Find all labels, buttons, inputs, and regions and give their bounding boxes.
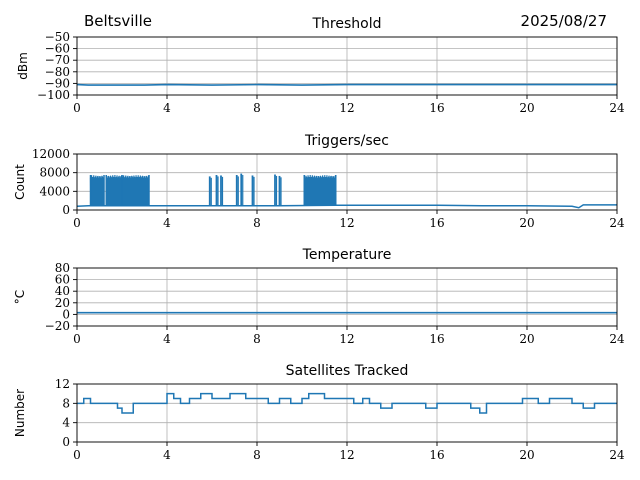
x-tick-label: 20	[519, 332, 534, 346]
y-axis-label: dBm	[16, 52, 30, 80]
x-tick-label: 4	[163, 101, 171, 115]
y-tick-label: 80	[55, 261, 70, 275]
x-tick-label: 0	[73, 216, 81, 230]
x-tick-label: 8	[253, 216, 261, 230]
y-axis-label: Count	[13, 164, 27, 200]
y-tick-label: 40	[55, 284, 70, 298]
x-tick-label: 24	[609, 216, 625, 230]
x-tick-label: 20	[519, 101, 534, 115]
x-tick-label: 12	[339, 448, 354, 462]
burst-4	[303, 174, 337, 206]
chart-title: Threshold	[312, 16, 382, 32]
y-axis-label: Number	[13, 389, 27, 437]
y-axis-label: °C	[13, 290, 27, 304]
y-tick-label: 0	[62, 435, 70, 449]
x-tick-label: 16	[429, 216, 444, 230]
y-tick-label: −90	[45, 76, 70, 90]
x-tick-label: 16	[429, 332, 444, 346]
x-tick-label: 0	[73, 332, 81, 346]
y-tick-label: −60	[45, 42, 70, 56]
y-tick-label: 8000	[39, 166, 70, 180]
y-tick-label: 0	[62, 203, 70, 217]
burst-1	[89, 175, 105, 206]
chart-title: Triggers/sec	[304, 133, 389, 149]
x-tick-label: 8	[253, 332, 261, 346]
y-tick-label: −100	[37, 88, 70, 102]
series-line	[77, 204, 617, 209]
x-tick-label: 12	[339, 332, 354, 346]
y-tick-label: 4000	[39, 184, 70, 198]
x-tick-label: 24	[609, 448, 625, 462]
series-group	[77, 392, 617, 414]
x-tick-label: 16	[429, 101, 444, 115]
x-tick-label: 12	[339, 101, 354, 115]
series-line	[77, 392, 617, 414]
x-tick-label: 12	[339, 216, 354, 230]
series-group	[77, 173, 617, 209]
x-tick-label: 4	[163, 332, 171, 346]
chart-title: Satellites Tracked	[286, 363, 409, 379]
x-tick-label: 24	[609, 332, 625, 346]
y-tick-label: 12000	[32, 147, 70, 161]
burst-3	[121, 175, 150, 206]
x-tick-label: 4	[163, 448, 171, 462]
y-tick-label: −80	[45, 65, 70, 79]
station-name: Beltsville	[84, 12, 152, 30]
y-tick-label: −70	[45, 53, 70, 67]
x-tick-label: 20	[519, 448, 534, 462]
x-tick-label: 16	[429, 448, 444, 462]
x-tick-label: 8	[253, 448, 261, 462]
chart-panel-1: 0 4 8 12 16 20 24 −100−90−80−70−60−50 Threshold d…	[16, 16, 625, 115]
chart-panel-4: 0 4 8 12 16 20 24 0 4 8 12 Satellites Tracked Number	[13, 363, 625, 462]
chart-panel-2: 0 4 8 12 16 20 24 0 4000 8000 12000 Triggers/sec Cou…	[13, 133, 625, 230]
burst-2	[105, 174, 123, 206]
series-line	[77, 83, 617, 86]
y-tick-label: −50	[45, 30, 70, 44]
y-tick-label: 4	[62, 416, 70, 430]
x-tick-label: 0	[73, 448, 81, 462]
report-date: 2025/08/27	[520, 12, 607, 30]
y-tick-label: 12	[55, 377, 70, 391]
y-tick-label: 8	[62, 396, 70, 410]
chart-title: Temperature	[302, 247, 392, 263]
x-tick-label: 24	[609, 101, 625, 115]
x-tick-label: 8	[253, 101, 261, 115]
y-tick-label: 60	[55, 273, 70, 287]
y-tick-label: −20	[45, 319, 70, 333]
x-tick-label: 20	[519, 216, 534, 230]
x-tick-label: 0	[73, 101, 81, 115]
series-group	[77, 83, 617, 86]
x-tick-label: 4	[163, 216, 171, 230]
y-tick-label: 20	[55, 296, 70, 310]
y-tick-label: 0	[62, 307, 70, 321]
